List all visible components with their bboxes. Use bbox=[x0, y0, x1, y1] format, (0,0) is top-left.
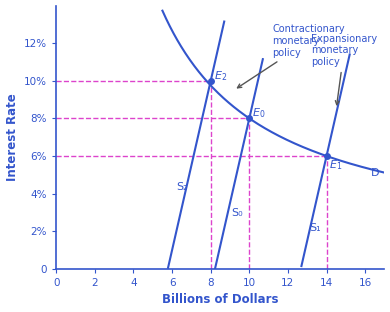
Text: Contractionary
monetary
policy: Contractionary monetary policy bbox=[238, 24, 345, 88]
Text: $E_1$: $E_1$ bbox=[330, 158, 343, 172]
Text: Expansionary
monetary
policy: Expansionary monetary policy bbox=[311, 34, 377, 105]
Text: S₁: S₁ bbox=[309, 223, 321, 233]
Text: D: D bbox=[371, 168, 379, 178]
Text: S₂: S₂ bbox=[176, 182, 188, 192]
Text: $E_0$: $E_0$ bbox=[252, 106, 266, 120]
Y-axis label: Interest Rate: Interest Rate bbox=[5, 93, 19, 181]
Text: S₀: S₀ bbox=[231, 208, 243, 218]
X-axis label: Billions of Dollars: Billions of Dollars bbox=[162, 294, 278, 306]
Text: $E_2$: $E_2$ bbox=[214, 69, 227, 83]
